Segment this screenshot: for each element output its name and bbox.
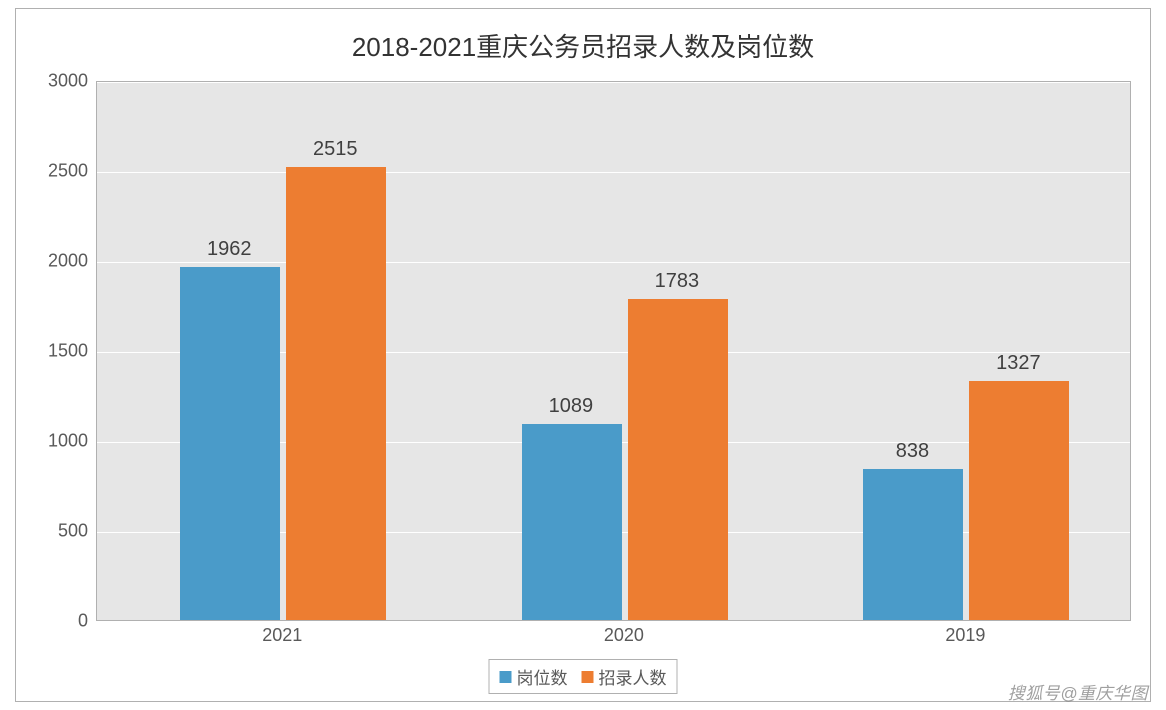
bar-data-label: 838: [896, 440, 929, 463]
legend-label-recruits: 招录人数: [599, 664, 667, 689]
legend-item-positions: 岗位数: [500, 664, 568, 689]
bar: [180, 267, 280, 620]
y-tick-label: 2500: [48, 161, 88, 182]
bar-data-label: 1962: [207, 238, 252, 261]
plot-area: [96, 81, 1131, 621]
bar-data-label: 1783: [655, 270, 700, 293]
legend: 岗位数 招录人数: [489, 659, 678, 694]
y-tick-label: 1000: [48, 431, 88, 452]
y-tick-label: 0: [78, 611, 88, 632]
y-tick-label: 1500: [48, 341, 88, 362]
watermark: 搜狐号@重庆华图: [1008, 679, 1148, 704]
legend-item-recruits: 招录人数: [582, 664, 667, 689]
bar-data-label: 1089: [549, 395, 594, 418]
x-tick-label: 2021: [262, 625, 302, 646]
bar-data-label: 1327: [996, 352, 1041, 375]
legend-swatch-positions: [500, 671, 512, 683]
gridline: [97, 262, 1130, 263]
legend-swatch-recruits: [582, 671, 594, 683]
bar: [969, 381, 1069, 620]
gridline: [97, 82, 1130, 83]
gridline: [97, 172, 1130, 173]
bar: [522, 424, 622, 620]
x-tick-label: 2020: [604, 625, 644, 646]
bar: [863, 469, 963, 620]
chart-container: 2018-2021重庆公务员招录人数及岗位数 岗位数 招录人数 0 500 1000…: [15, 8, 1151, 702]
bar-data-label: 2515: [313, 138, 358, 161]
bar: [286, 167, 386, 620]
y-tick-label: 3000: [48, 71, 88, 92]
bar: [628, 299, 728, 620]
x-tick-label: 2019: [945, 625, 985, 646]
y-tick-label: 2000: [48, 251, 88, 272]
chart-title: 2018-2021重庆公务员招录人数及岗位数: [16, 9, 1150, 74]
y-tick-label: 500: [58, 521, 88, 542]
legend-label-positions: 岗位数: [517, 664, 568, 689]
